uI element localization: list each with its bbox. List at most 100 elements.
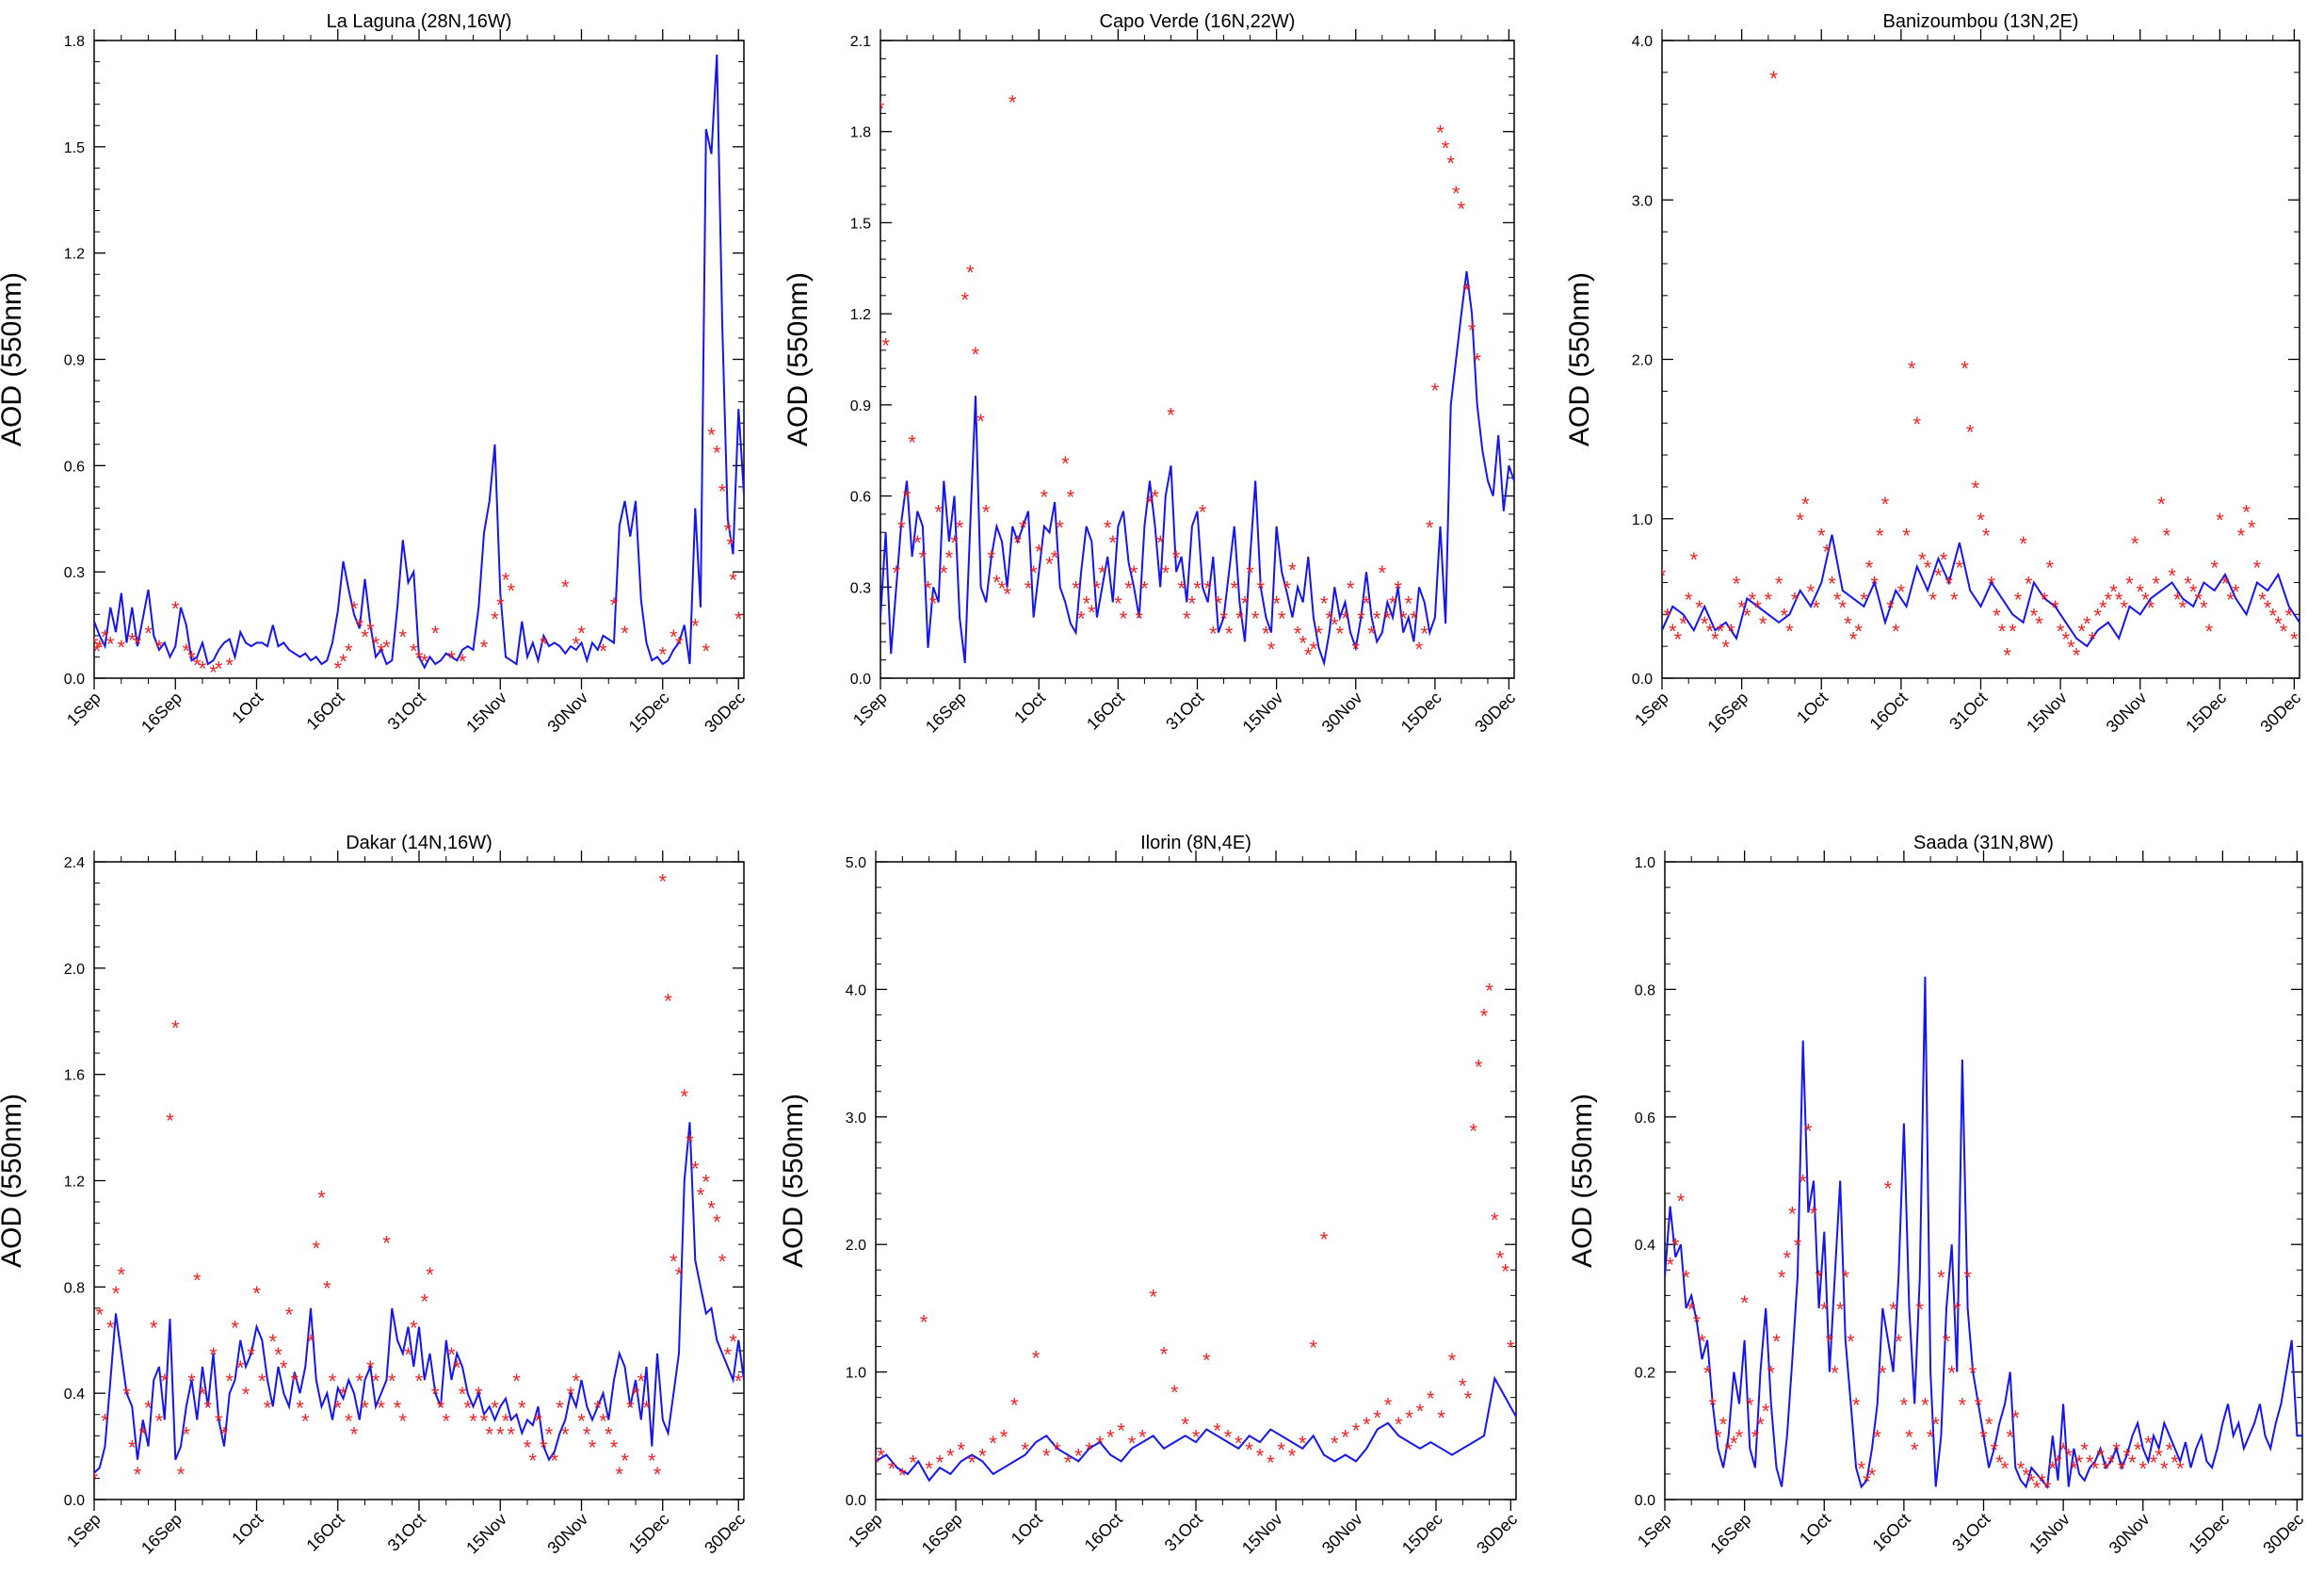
observation-point: * bbox=[496, 1422, 505, 1446]
observation-point: * bbox=[1199, 501, 1207, 525]
observation-point: * bbox=[1309, 1337, 1317, 1360]
observation-point: * bbox=[1331, 1432, 1339, 1455]
observation-point: * bbox=[1931, 1413, 1940, 1436]
observation-point: * bbox=[1687, 1298, 1696, 1322]
observation-point: * bbox=[1074, 1445, 1083, 1468]
observation-point: * bbox=[1363, 1413, 1371, 1436]
observation-point: * bbox=[1762, 1400, 1770, 1423]
observation-point: * bbox=[1969, 1362, 1977, 1386]
observation-point: * bbox=[1998, 620, 2007, 643]
observation-point: * bbox=[1172, 546, 1181, 570]
y-tick-label: 0.0 bbox=[850, 672, 871, 688]
observation-point: * bbox=[2067, 636, 2075, 659]
observation-point: * bbox=[2118, 1457, 2126, 1481]
observation-point: * bbox=[1937, 1266, 1945, 1289]
observation-point: * bbox=[658, 643, 667, 667]
observation-point: * bbox=[377, 640, 385, 663]
x-tick-label: 16Sep bbox=[918, 1510, 966, 1558]
observation-point: * bbox=[507, 579, 515, 603]
observation-point: * bbox=[903, 486, 912, 510]
observation-point: * bbox=[1098, 561, 1106, 585]
observation-point: * bbox=[734, 1370, 743, 1393]
observation-point: * bbox=[220, 1422, 229, 1446]
x-tick-label: 15Dec bbox=[2185, 1510, 2233, 1558]
observation-point: * bbox=[339, 1383, 347, 1406]
observation-point: * bbox=[1160, 1342, 1169, 1366]
observation-point: * bbox=[1177, 576, 1186, 600]
observation-point: * bbox=[534, 1409, 542, 1433]
observation-point: * bbox=[670, 1250, 678, 1273]
observation-point: * bbox=[1149, 1285, 1157, 1308]
observation-point: * bbox=[2152, 572, 2160, 595]
observation-point: * bbox=[90, 632, 99, 656]
observation-point: * bbox=[686, 1130, 694, 1154]
observation-point: * bbox=[1093, 576, 1102, 600]
y-tick-label: 0.3 bbox=[850, 580, 871, 596]
observation-point: * bbox=[960, 288, 969, 312]
observation-point: * bbox=[106, 632, 115, 656]
observation-point: * bbox=[339, 650, 347, 673]
observation-point: * bbox=[946, 1445, 955, 1468]
observation-point: * bbox=[155, 1409, 164, 1433]
observation-point: * bbox=[1096, 1432, 1105, 1455]
observation-point: * bbox=[404, 1343, 412, 1367]
observation-point: * bbox=[1897, 580, 1906, 604]
x-tick-label: 31Oct bbox=[384, 689, 429, 734]
observation-point: * bbox=[1136, 608, 1144, 631]
observation-point: * bbox=[242, 1383, 250, 1406]
observation-point: * bbox=[150, 1317, 158, 1340]
observation-point: * bbox=[2189, 580, 2198, 604]
observation-point: * bbox=[1826, 1330, 1834, 1354]
y-tick-label: 2.4 bbox=[64, 855, 85, 871]
observation-point: * bbox=[2284, 604, 2293, 627]
observation-point: * bbox=[182, 1422, 190, 1446]
observation-point: * bbox=[1394, 576, 1402, 600]
observation-point: * bbox=[1820, 1298, 1829, 1322]
observation-point: * bbox=[2226, 588, 2235, 611]
x-tick-label: 1Oct bbox=[1796, 1510, 1834, 1549]
observation-point: * bbox=[463, 1396, 472, 1419]
observation-point: * bbox=[664, 990, 672, 1014]
observation-point: * bbox=[1021, 1438, 1029, 1462]
observation-point: * bbox=[1219, 608, 1228, 631]
observation-point: * bbox=[1215, 592, 1223, 615]
observation-point: * bbox=[485, 1422, 493, 1446]
observation-point: * bbox=[1415, 638, 1424, 661]
observation-point: * bbox=[919, 546, 928, 570]
observation-point: * bbox=[2105, 588, 2113, 611]
y-tick-label: 0.8 bbox=[64, 1280, 85, 1296]
observation-point: * bbox=[1162, 561, 1170, 585]
observation-point: * bbox=[1464, 1387, 1473, 1411]
observation-point: * bbox=[972, 343, 980, 366]
observation-point: * bbox=[1993, 604, 2001, 627]
x-tick-label: 16Oct bbox=[302, 689, 347, 734]
chart-panel: Banizoumbou (13N,2E) AOD (550nm) 0.0 1.0 2.0… bbox=[1564, 11, 2304, 737]
observation-point: * bbox=[723, 519, 732, 543]
observation-point: * bbox=[1995, 1451, 2004, 1474]
observation-point: * bbox=[729, 1330, 737, 1354]
observation-point: * bbox=[128, 629, 137, 653]
observation-point: * bbox=[989, 1432, 997, 1455]
y-tick-label: 1.0 bbox=[1632, 512, 1653, 528]
observation-point: * bbox=[718, 1250, 727, 1273]
observation-point: * bbox=[2176, 1457, 2185, 1481]
observation-point: * bbox=[1975, 1393, 1983, 1417]
observation-point: * bbox=[345, 640, 353, 663]
observation-point: * bbox=[1032, 1346, 1041, 1370]
observation-point: * bbox=[2070, 1457, 2078, 1481]
observation-point: * bbox=[1799, 1171, 1807, 1194]
observation-point: * bbox=[1810, 1202, 1818, 1225]
observation-point: * bbox=[561, 1422, 570, 1446]
observation-point: * bbox=[610, 1436, 619, 1460]
observation-point: * bbox=[1711, 628, 1719, 652]
observation-point: * bbox=[2134, 1438, 2142, 1462]
observation-point: * bbox=[1225, 623, 1234, 646]
x-tick-label: 31Oct bbox=[1948, 1510, 1993, 1555]
observation-point: * bbox=[702, 640, 710, 663]
observation-point: * bbox=[2264, 596, 2272, 620]
observation-point: * bbox=[1767, 1362, 1776, 1386]
y-axis-label: AOD (550nm) bbox=[1567, 1094, 1598, 1268]
observation-point: * bbox=[1436, 122, 1444, 145]
x-tick-label: 30Nov bbox=[543, 689, 591, 737]
x-tick-label: 30Nov bbox=[543, 1510, 591, 1558]
